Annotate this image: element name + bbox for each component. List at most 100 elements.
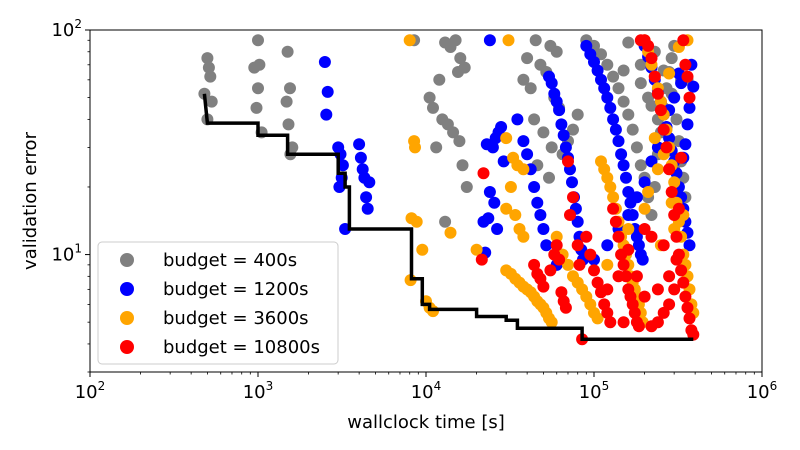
data-point xyxy=(361,202,374,215)
data-point xyxy=(638,176,651,189)
data-point xyxy=(601,58,614,71)
data-point xyxy=(545,77,558,90)
data-point xyxy=(620,171,632,184)
data-point xyxy=(475,253,488,266)
legend-entry: budget = 3600s xyxy=(120,308,309,329)
data-point xyxy=(416,243,429,256)
data-point xyxy=(679,138,692,151)
legend-frame xyxy=(97,241,339,365)
data-point xyxy=(531,196,544,209)
data-point xyxy=(511,113,524,126)
data-point xyxy=(403,34,416,47)
data-point xyxy=(642,39,655,52)
x-axis-label: wallclock time [s] xyxy=(347,412,505,433)
data-point xyxy=(555,118,568,131)
data-point xyxy=(622,243,635,256)
x-axis-ticks: 102 103 104 105 106 xyxy=(75,372,777,403)
data-point xyxy=(363,176,376,189)
data-point xyxy=(488,196,501,209)
data-point xyxy=(617,64,630,77)
data-point xyxy=(567,191,579,204)
data-point xyxy=(609,123,622,136)
data-point xyxy=(543,171,555,184)
data-point xyxy=(663,67,676,80)
data-point xyxy=(454,52,467,65)
data-point xyxy=(632,320,645,333)
data-point xyxy=(617,258,630,271)
legend-label: budget = 3600s xyxy=(163,308,309,329)
data-point xyxy=(573,258,586,271)
data-point xyxy=(677,276,690,289)
data-point xyxy=(528,181,541,193)
data-point xyxy=(665,52,678,65)
data-point xyxy=(567,123,579,136)
data-point xyxy=(321,85,334,98)
data-point xyxy=(562,155,574,168)
data-point xyxy=(444,226,457,239)
data-point xyxy=(284,82,296,95)
series-3 xyxy=(475,34,700,346)
data-point xyxy=(612,135,625,148)
data-point xyxy=(609,215,622,228)
data-point xyxy=(453,135,466,148)
data-point xyxy=(517,230,530,243)
data-point xyxy=(612,82,625,95)
data-point xyxy=(537,280,550,293)
data-point xyxy=(250,101,263,114)
data-point xyxy=(670,253,683,266)
data-point xyxy=(663,270,676,283)
data-point xyxy=(500,132,513,145)
data-point xyxy=(648,70,661,83)
data-point xyxy=(495,121,508,133)
data-point xyxy=(202,61,215,74)
data-point xyxy=(452,66,464,78)
data-point xyxy=(528,258,541,271)
data-point xyxy=(622,36,635,49)
data-point xyxy=(423,91,436,104)
data-point xyxy=(668,91,681,104)
data-point xyxy=(252,82,264,95)
data-point xyxy=(483,186,496,198)
data-point xyxy=(333,181,346,193)
data-point xyxy=(612,270,625,283)
data-point xyxy=(497,155,510,168)
legend-label: budget = 10800s xyxy=(163,337,320,358)
data-point xyxy=(607,70,620,83)
data-point xyxy=(537,223,550,235)
data-point xyxy=(433,73,446,86)
legend-marker xyxy=(120,253,134,267)
data-point xyxy=(675,264,688,277)
data-point xyxy=(524,82,537,95)
data-point xyxy=(617,159,630,172)
data-point xyxy=(320,108,333,121)
data-point xyxy=(598,82,611,95)
data-point xyxy=(553,104,566,117)
data-point xyxy=(632,239,645,252)
data-point xyxy=(670,113,683,126)
data-point xyxy=(540,239,553,252)
x-tick-label: 104 xyxy=(411,379,442,403)
incumbent-step-line xyxy=(202,93,694,341)
data-point xyxy=(648,132,661,145)
data-point xyxy=(521,148,534,161)
data-point xyxy=(584,248,597,261)
data-point xyxy=(645,230,658,243)
data-point xyxy=(657,306,670,319)
y-axis-label: validation error xyxy=(20,131,41,270)
data-point xyxy=(318,56,331,68)
data-point xyxy=(571,215,584,228)
data-point xyxy=(252,34,264,47)
data-point xyxy=(409,141,421,154)
data-point xyxy=(630,191,643,204)
data-point xyxy=(679,290,692,303)
data-point xyxy=(591,276,604,289)
data-point xyxy=(537,126,550,139)
data-point xyxy=(483,34,496,47)
data-point xyxy=(449,34,462,47)
data-point xyxy=(550,45,563,58)
data-point xyxy=(253,58,266,71)
data-point xyxy=(634,77,647,90)
data-point xyxy=(528,113,541,126)
data-point xyxy=(456,159,469,172)
